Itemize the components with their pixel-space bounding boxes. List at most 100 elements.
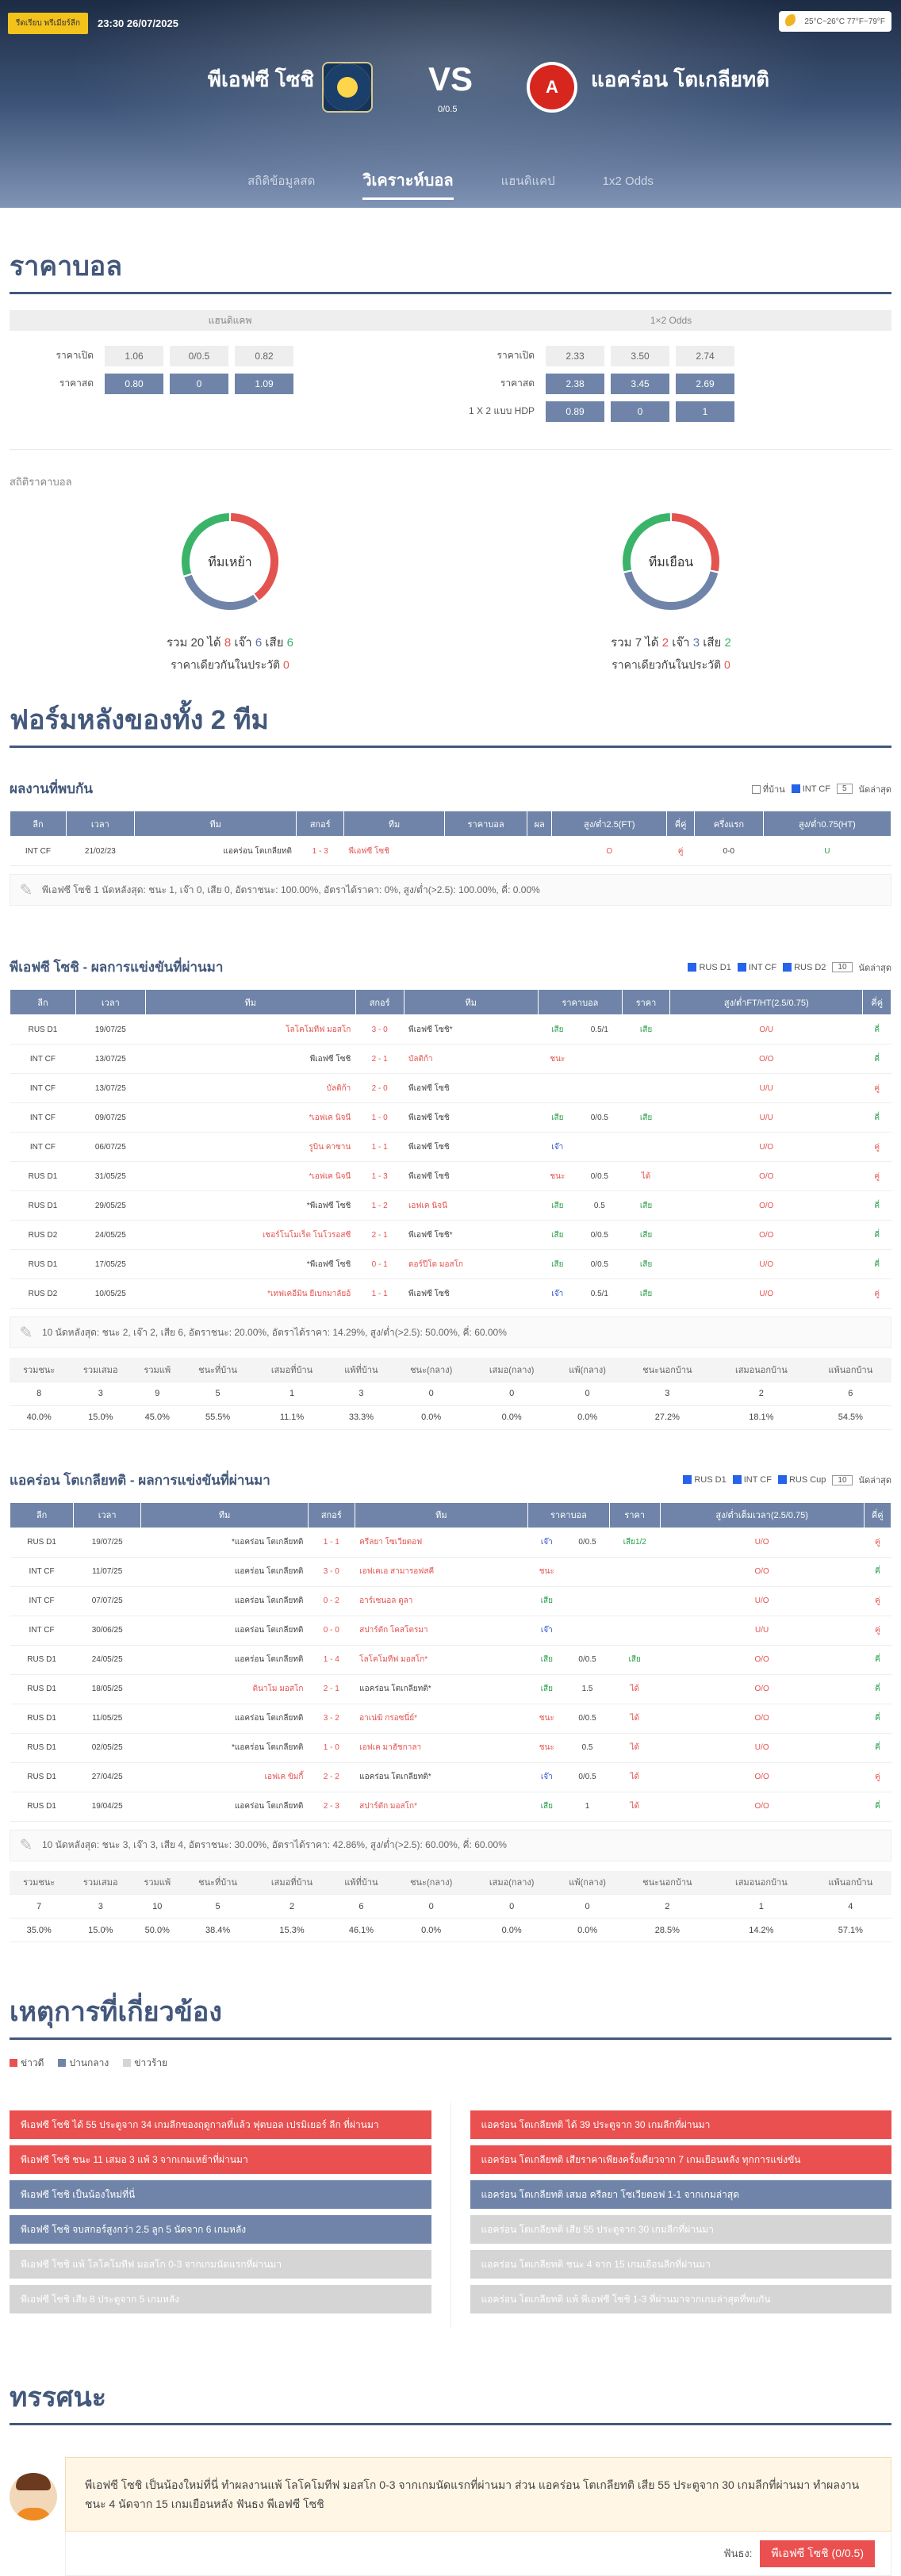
odds-value[interactable]: 0 <box>611 401 669 422</box>
table-row[interactable]: RUS D2 24/05/25 เชอร์โนโมเร็ต โนโวรอสซี 2 -… <box>10 1220 891 1250</box>
odds-value[interactable]: 0.80 <box>105 373 163 394</box>
table-row[interactable]: RUS D1 11/05/25 แอคร่อน โตเกลียทติ 3 - 2 อาเ… <box>10 1704 891 1734</box>
table-row[interactable]: RUS D1 19/07/25 โลโคโมทีฟ มอสโก 3 - 0 พีเอฟซ… <box>10 1014 891 1045</box>
away-team-cell[interactable]: แอคร่อน โตเกลียทติ* <box>355 1762 528 1792</box>
odds-value[interactable]: 0 <box>170 373 228 394</box>
tab-handicap[interactable]: แฮนดิแคป <box>500 174 555 188</box>
event-item[interactable]: แอคร่อน โตเกลียทติ ชนะ 4 จาก 15 เกมเยือน… <box>470 2250 891 2279</box>
table-row[interactable]: RUS D1 19/07/25 *แอคร่อน โตเกลียทติ 1 - 1 คร… <box>10 1528 891 1558</box>
away-team-cell[interactable]: พีเอฟซี โซชิ* <box>404 1014 539 1045</box>
away-team-cell[interactable]: อาร์เซนอล ตูลา <box>355 1586 528 1616</box>
home-team-cell[interactable]: โลโคโมทีฟ มอสโก <box>145 1014 356 1045</box>
away-team-logo[interactable]: A <box>527 62 577 113</box>
table-row[interactable]: INT CF 09/07/25 *เอฟเค นิจนี 1 - 0 พีเอฟซี โ… <box>10 1102 891 1133</box>
away-team-name[interactable]: แอคร่อน โตเกลียทติ <box>591 67 770 91</box>
table-row[interactable]: RUS D1 18/05/25 ดินาโม มอสโก 2 - 1 แอคร่อน โ… <box>10 1674 891 1704</box>
odds-value[interactable]: 1.06 <box>105 345 163 366</box>
away-team-cell[interactable]: อาเน่ฆิ กรอซนี่ย์* <box>355 1704 528 1734</box>
tab-1x2-odds[interactable]: 1x2 Odds <box>602 174 654 188</box>
away-team-cell[interactable]: พีเอฟซี โซชิ <box>404 1278 539 1309</box>
table-row[interactable]: RUS D1 31/05/25 *เอฟเค นิจนี 1 - 3 พีเอฟซี โ… <box>10 1161 891 1191</box>
event-item[interactable]: แอคร่อน โตเกลียทติ เสมอ ครีลยา โซเวียตอฟ… <box>470 2180 891 2209</box>
home-team-cell[interactable]: เชอร์โนโมเร็ต โนโวรอสซี <box>145 1220 356 1250</box>
table-row[interactable]: RUS D1 17/05/25 *พีเอฟซี โซชิ 0 - 1 ดอร์ปีโด… <box>10 1249 891 1279</box>
home-team-cell[interactable]: แอคร่อน โตเกลียทติ <box>140 1645 309 1675</box>
table-cell[interactable]: พีเอฟซี โซชิ <box>343 836 445 866</box>
home-team-name[interactable]: พีเอฟซี โซชิ <box>207 67 314 91</box>
home-team-cell[interactable]: รูบิน คาซาน <box>145 1132 356 1162</box>
table-row[interactable]: INT CF 06/07/25 รูบิน คาซาน 1 - 1 พีเอฟซี โซ… <box>10 1132 891 1162</box>
away-team-cell[interactable]: สปาร์ตัก มอสโก* <box>355 1792 528 1822</box>
table-row[interactable]: INT CF 13/07/25 พีเอฟซี โซชิ 2 - 1 บัลติก้าช… <box>10 1044 891 1074</box>
odds-value[interactable]: 2.69 <box>676 373 734 394</box>
filter-int-cf[interactable]: INT CF <box>791 784 830 794</box>
home-count-select[interactable]: 10 <box>832 962 853 972</box>
away-team-cell[interactable]: พีเอฟซี โซชิ <box>404 1161 539 1191</box>
away-team-cell[interactable]: ครีลยา โซเวียตอฟ <box>355 1528 528 1558</box>
filter-rus-cup[interactable]: RUS Cup <box>777 1475 826 1485</box>
filter-rus-d1[interactable]: RUS D1 <box>683 1475 727 1485</box>
away-team-cell[interactable]: แอคร่อน โตเกลียทติ* <box>355 1674 528 1704</box>
away-team-cell[interactable]: พีเอฟซี โซชิ <box>404 1132 539 1162</box>
table-row[interactable]: INT CF 30/06/25 แอคร่อน โตเกลียทติ 0 - 0 สปา… <box>10 1616 891 1646</box>
away-team-cell[interactable]: เอฟเค นิจนี <box>404 1190 539 1221</box>
home-team-cell[interactable]: เอฟเค ขิมกี้ <box>140 1762 309 1792</box>
away-team-cell[interactable]: เอฟเคเอ สามารอฟสคี <box>355 1557 528 1587</box>
home-team-cell[interactable]: แอคร่อน โตเกลียทติ <box>140 1616 309 1646</box>
odds-value[interactable]: 3.45 <box>611 373 669 394</box>
home-team-cell[interactable]: *พีเอฟซี โซชิ <box>145 1190 356 1221</box>
away-count-select[interactable]: 10 <box>832 1474 853 1485</box>
pick-badge[interactable]: พีเอฟซี โซชิ (0/0.5) <box>760 2540 875 2567</box>
odds-value[interactable]: 0/0.5 <box>170 345 228 366</box>
event-item[interactable]: พีเอฟซี โซชิ แพ้ โลโคโมทีฟ มอสโก 0-3 จาก… <box>10 2250 431 2279</box>
event-item[interactable]: พีเอฟซี โซชิ เสีย 8 ประตูจาก 5 เกมหลัง <box>10 2285 431 2313</box>
home-team-cell[interactable]: พีเอฟซี โซชิ <box>145 1044 356 1074</box>
odds-value[interactable]: 2.33 <box>546 345 604 366</box>
event-item[interactable]: แอคร่อน โตเกลียทติ เสียราคาเพียงครั้งเดี… <box>470 2145 891 2174</box>
table-row[interactable]: RUS D1 02/05/25 *แอคร่อน โตเกลียทติ 1 - 0 เอ… <box>10 1733 891 1763</box>
event-item[interactable]: แอคร่อน โตเกลียทติ แพ้ พีเอฟซี โซชิ 1-3 … <box>470 2285 891 2313</box>
table-cell[interactable]: แอคร่อน โตเกลียทติ <box>134 836 297 866</box>
table-row[interactable]: INT CF 07/07/25 แอคร่อน โตเกลียทติ 0 - 2 อาร… <box>10 1586 891 1616</box>
home-team-cell[interactable]: *เอฟเค นิจนี <box>145 1102 356 1133</box>
filter-int-cf[interactable]: INT CF <box>737 962 776 972</box>
home-team-cell[interactable]: ดินาโม มอสโก <box>140 1674 309 1704</box>
table-row[interactable]: INT CF 11/07/25 แอคร่อน โตเกลียทติ 3 - 0 เอฟ… <box>10 1557 891 1587</box>
home-team-cell[interactable]: *แอคร่อน โตเกลียทติ <box>140 1733 309 1763</box>
event-item[interactable]: พีเอฟซี โซชิ ชนะ 11 เสมอ 3 แพ้ 3 จากเกมเ… <box>10 2145 431 2174</box>
home-team-cell[interactable]: *เทฟเคอีมิน ยีเบกมาลัยอ้ <box>145 1278 356 1309</box>
h2h-count-select[interactable]: 5 <box>836 784 853 794</box>
event-item[interactable]: พีเอฟซี โซชิ ได้ 55 ประตูจาก 34 เกมลีกขอ… <box>10 2110 431 2139</box>
league-badge[interactable]: รีดเรียบ พรีเมียร์ลีก <box>8 13 89 34</box>
away-team-cell[interactable]: ดอร์ปีโด มอสโก <box>404 1249 539 1279</box>
home-team-cell[interactable]: *แอคร่อน โตเกลียทติ <box>140 1528 309 1558</box>
odds-value[interactable]: 1.09 <box>235 373 293 394</box>
table-row[interactable]: RUS D1 19/04/25 แอคร่อน โตเกลียทติ 2 - 3 สปา… <box>10 1792 891 1822</box>
event-item[interactable]: แอคร่อน โตเกลียทติ เสีย 55 ประตูจาก 30 เ… <box>470 2215 891 2244</box>
away-team-cell[interactable]: สปาร์ตัก โคสโตรมา <box>355 1616 528 1646</box>
home-team-cell[interactable]: *เอฟเค นิจนี <box>145 1161 356 1191</box>
home-team-logo[interactable] <box>322 62 373 113</box>
home-team-cell[interactable]: แอคร่อน โตเกลียทติ <box>140 1704 309 1734</box>
filter-int-cf[interactable]: INT CF <box>732 1475 772 1485</box>
tab-live-stats[interactable]: สถิติข้อมูลสด <box>247 174 316 188</box>
table-row[interactable]: INT CF 21/02/23 แอคร่อน โตเกลียทติ 1 - 3 พีเ… <box>10 836 891 866</box>
away-team-cell[interactable]: เอฟเค มาฮัชกาลา <box>355 1733 528 1763</box>
odds-value[interactable]: 0.82 <box>235 345 293 366</box>
odds-value[interactable]: 0.89 <box>546 401 604 422</box>
odds-value[interactable]: 2.74 <box>676 345 734 366</box>
away-team-cell[interactable]: พีเอฟซี โซชิ* <box>404 1220 539 1250</box>
table-row[interactable]: RUS D2 10/05/25 *เทฟเคอีมิน ยีเบกมาลัยอ้ 1 … <box>10 1278 891 1309</box>
table-row[interactable]: RUS D1 29/05/25 *พีเอฟซี โซชิ 1 - 2 เอฟเค นิ… <box>10 1190 891 1221</box>
home-team-cell[interactable]: แอคร่อน โตเกลียทติ <box>140 1557 309 1587</box>
filter-home[interactable]: ที่บ้าน <box>751 782 785 796</box>
away-team-cell[interactable]: โลโคโมทีฟ มอสโก* <box>355 1645 528 1675</box>
home-team-cell[interactable]: *พีเอฟซี โซชิ <box>145 1249 356 1279</box>
home-team-cell[interactable]: แอคร่อน โตเกลียทติ <box>140 1792 309 1822</box>
tab-analysis[interactable]: วิเคราะห์บอล <box>362 167 454 200</box>
home-team-cell[interactable]: บัลติก้า <box>145 1073 356 1103</box>
home-team-cell[interactable]: แอคร่อน โตเกลียทติ <box>140 1586 309 1616</box>
table-row[interactable]: INT CF 13/07/25 บัลติก้า 2 - 0 พีเอฟซี โซชิ U… <box>10 1073 891 1103</box>
filter-rus-d1[interactable]: RUS D1 <box>688 962 731 972</box>
event-item[interactable]: พีเอฟซี โซชิ จบสกอร์สูงกว่า 2.5 ลูก 5 นั… <box>10 2215 431 2244</box>
